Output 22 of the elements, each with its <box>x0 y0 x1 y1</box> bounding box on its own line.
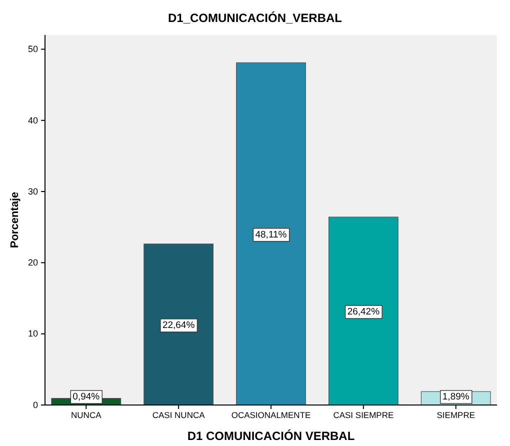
x-tick-label: CASI SIEMPRE <box>333 410 394 420</box>
x-axis-title: D1 COMUNICACIÓN VERBAL <box>187 429 355 443</box>
bar <box>328 216 398 406</box>
y-tick-label: 30 <box>28 186 38 196</box>
bar <box>144 244 214 406</box>
y-tick-label: 50 <box>28 44 38 54</box>
x-tick-label: NUNCA <box>71 410 102 420</box>
chart-title: D1_COMUNICACIÓN_VERBAL <box>168 11 342 25</box>
y-axis-title: Porcentaje <box>9 192 21 248</box>
bar <box>236 62 306 406</box>
data-label: 1,89% <box>442 392 470 402</box>
x-tick-label: SIEMPRE <box>436 410 476 420</box>
data-label: 22,64% <box>162 320 196 331</box>
y-tick-label: 0 <box>32 400 38 410</box>
y-tick-label: 40 <box>28 115 38 126</box>
x-tick-label: OCASIONALMENTE <box>231 410 311 420</box>
data-label: 0,94% <box>72 392 100 402</box>
y-tick-label: 20 <box>28 258 38 268</box>
data-label: 26,42% <box>347 306 380 318</box>
x-tick-label: CASI NUNCA <box>152 410 206 420</box>
data-label: 48,11% <box>255 229 288 240</box>
y-tick-label: 10 <box>28 328 38 339</box>
